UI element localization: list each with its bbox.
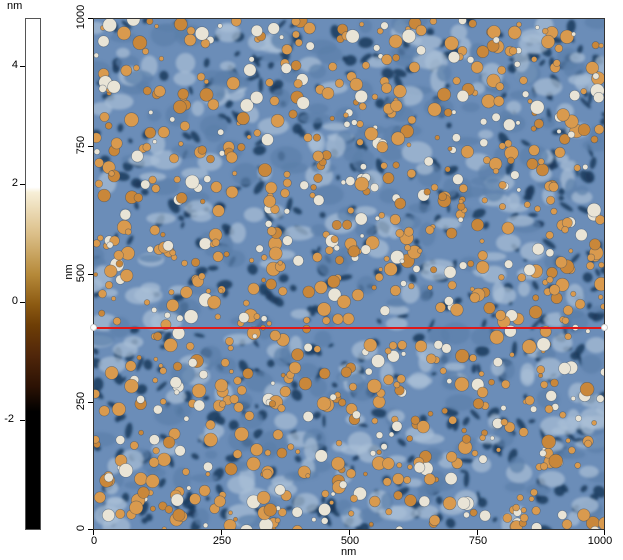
x-tick-750: 750: [468, 535, 488, 547]
y-axis-tick-500: [88, 274, 93, 275]
y-axis-tick-1000: [88, 18, 93, 19]
profile-end-handle[interactable]: [601, 324, 608, 331]
x-axis-unit: nm: [341, 546, 357, 558]
scalebar-label-0: 0: [11, 295, 18, 307]
y-axis-tick-750: [88, 146, 93, 147]
profile-start-handle[interactable]: [90, 324, 97, 331]
scalebar-tick-0: [20, 302, 25, 303]
x-axis-tick-500: [349, 530, 350, 535]
scalebar-tick-2: [20, 184, 25, 185]
x-axis-tick-250: [221, 530, 222, 535]
afm-texture: [94, 19, 604, 529]
y-tick-750: 750: [75, 135, 87, 155]
x-axis-tick-0: [93, 530, 94, 535]
x-tick-1000: 1000: [587, 535, 613, 547]
x-axis-tick-750: [477, 530, 478, 535]
y-tick-1000: 1000: [75, 4, 87, 30]
x-tick-0: 0: [90, 535, 98, 547]
scalebar-tick-neg2: [20, 420, 25, 421]
x-tick-250: 250: [212, 535, 232, 547]
scalebar-tick-4: [20, 66, 25, 67]
x-tick-500: 500: [340, 535, 360, 547]
scalebar-label-neg2: -2: [4, 413, 14, 425]
scalebar-label-4: 4: [11, 59, 18, 71]
y-tick-250: 250: [75, 391, 87, 411]
height-color-scalebar: [25, 18, 41, 530]
scalebar-unit-label: nm: [7, 0, 23, 12]
afm-height-image[interactable]: [93, 18, 605, 530]
scalebar-label-2: 2: [11, 177, 18, 189]
y-axis-unit: nm: [63, 264, 75, 280]
y-axis-tick-0: [88, 529, 93, 530]
x-axis-tick-1000: [604, 530, 605, 535]
section-profile-line[interactable]: [93, 327, 605, 329]
y-tick-500: 500: [75, 263, 87, 283]
y-axis-tick-250: [88, 402, 93, 403]
